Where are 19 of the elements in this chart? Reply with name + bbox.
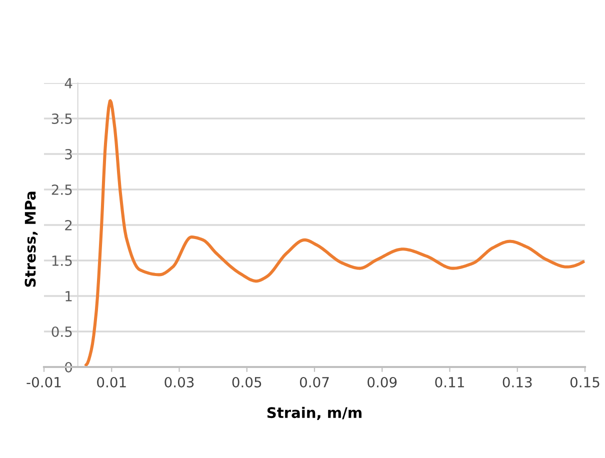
x-axis-title: Strain, m/m	[267, 406, 362, 420]
y-tick-label: 1	[66, 291, 72, 302]
x-tick-label: 0.05	[232, 376, 262, 388]
x-tick-label: 0.03	[164, 376, 194, 388]
y-tick-label: 2.5	[52, 184, 72, 195]
x-tick-label: 0.09	[368, 376, 397, 388]
y-tick-label: 0.5	[52, 326, 72, 337]
y-tick-label: 3.5	[52, 113, 72, 124]
x-tick-label: -0.01	[26, 376, 61, 388]
y-tick-label: 1.5	[52, 256, 72, 266]
x-tick-label: 0.07	[300, 376, 329, 388]
y-tick-label: 3	[65, 148, 72, 160]
y-tick-label: 2	[65, 220, 72, 230]
y-axis-title: Stress, MPa	[24, 192, 38, 287]
x-tick-label: 0.11	[435, 376, 464, 388]
x-tick-label: 0.01	[97, 376, 126, 388]
x-tick-label: 0.15	[570, 376, 600, 388]
x-tick-label: 0.13	[502, 376, 532, 388]
y-tick-label: 4	[64, 78, 72, 88]
